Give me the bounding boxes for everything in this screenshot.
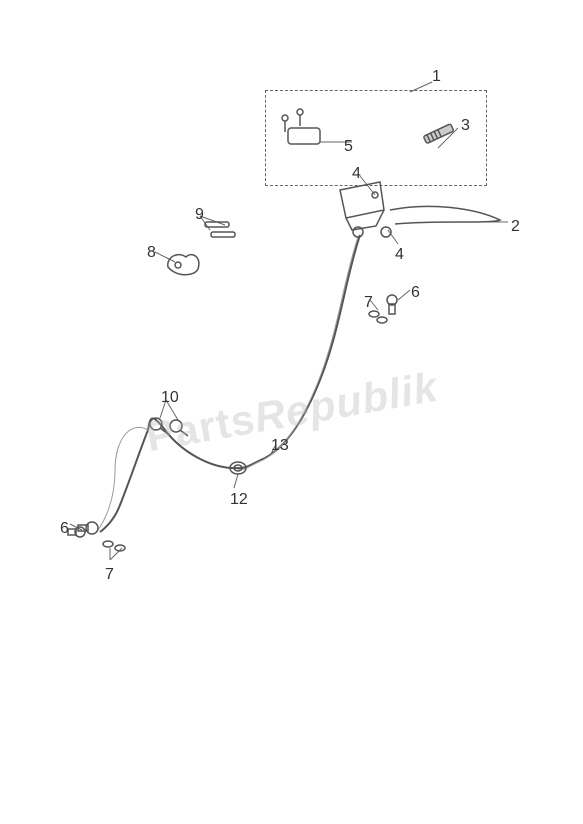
callout-7: 7 (364, 294, 373, 312)
callout-8: 8 (147, 244, 156, 262)
callout-6b: 6 (60, 520, 69, 538)
callout-2: 2 (511, 218, 520, 236)
callout-1: 1 (432, 68, 441, 86)
callout-12: 12 (230, 491, 248, 509)
callout-13: 13 (271, 437, 289, 455)
parts-diagram: 1 2 3 4 4 5 6 6 7 7 8 9 10 12 13 PartsRe… (0, 0, 583, 824)
callout-9: 9 (195, 206, 204, 224)
callout-4: 4 (352, 165, 361, 183)
callout-6: 6 (411, 284, 420, 302)
callout-10: 10 (161, 389, 179, 407)
callout-4b: 4 (395, 246, 404, 264)
callout-5: 5 (344, 138, 353, 156)
callout-3: 3 (461, 117, 470, 135)
callout-7b: 7 (105, 566, 114, 584)
diagram-svg (0, 0, 583, 824)
